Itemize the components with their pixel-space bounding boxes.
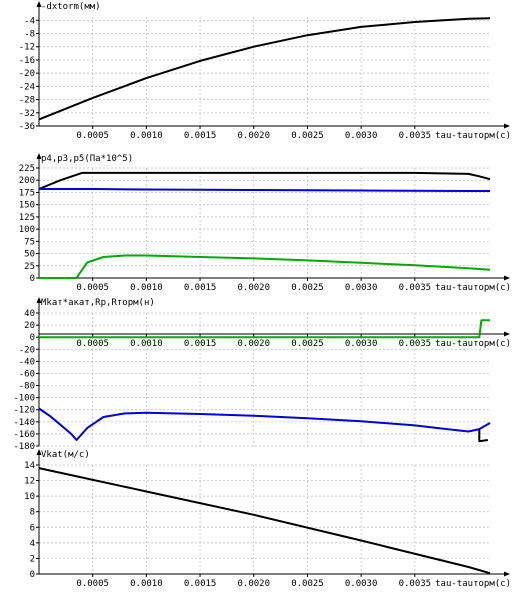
x-tick-label: 0.0015: [184, 131, 217, 141]
y-tick-label: -12: [19, 43, 35, 53]
y-tick-label: 20: [24, 321, 35, 331]
x-tick-label: 0.0010: [130, 131, 163, 141]
y-axis-arrow: [36, 153, 42, 159]
chart-panel-1: -4 -8 -12 -16 -20 -24 -28 -32 -36 0.0005 0.0010 0.0…: [19, 1, 511, 141]
y-tick-label: 0: [30, 274, 35, 284]
x-tick-label: 0.0030: [345, 339, 378, 349]
y-tick-label: -20: [19, 69, 35, 79]
y-tick-label: -24: [19, 82, 35, 92]
y-tick-label: 0: [30, 570, 35, 580]
series-line-2: [38, 407, 491, 441]
x-tick-label: 0.0030: [345, 283, 378, 293]
y-tick-label: 25: [24, 262, 35, 272]
y-axis-arrow: [36, 297, 42, 303]
y-axis-arrow: [36, 449, 42, 455]
x-tick-label: 0.0005: [76, 579, 109, 589]
x-tick-label: 0.0035: [399, 339, 432, 349]
y-tick-label: -60: [19, 369, 35, 379]
chart-title: Vkat(м/с): [41, 450, 90, 460]
x-axis-arrow: [504, 123, 510, 129]
x-axis-label: tau-tauторм(с): [435, 283, 511, 293]
x-tick-label: 0.0035: [399, 283, 432, 293]
y-tick-label: -140: [13, 418, 35, 428]
chart-title: -dxtorm(мм): [41, 2, 101, 12]
x-tick-label: 0.0005: [76, 283, 109, 293]
x-axis-arrow: [504, 571, 510, 577]
x-axis-label: tau-tauторм(с): [435, 339, 511, 349]
y-tick-label: -40: [19, 357, 35, 367]
x-tick-label: 0.0020: [238, 339, 271, 349]
x-tick-label: 0.0015: [184, 283, 217, 293]
x-tick-label: 0.0005: [76, 131, 109, 141]
x-tick-label: 0.0020: [238, 131, 271, 141]
y-tick-label: 14: [24, 461, 35, 471]
x-tick-label: 0.0015: [184, 339, 217, 349]
x-tick-label: 0.0025: [291, 131, 324, 141]
chart-panel-3: 40 20 0 -20 -40 -60 -80 -100 -120 -140 -160 -180 0.0…: [13, 297, 511, 452]
y-tick-label: -4: [24, 16, 35, 26]
y-tick-label: 75: [24, 237, 35, 247]
y-tick-label: 4: [30, 539, 35, 549]
y-tick-label: -120: [13, 406, 35, 416]
chart-panel-4: 14 12 10 8 6 4 2 0 0.0005 0.0010 0.0015 0.0020 0.002…: [24, 449, 511, 589]
y-tick-label: 175: [19, 188, 35, 198]
series-line-1: [38, 467, 491, 575]
x-tick-label: 0.0030: [345, 579, 378, 589]
y-tick-label: 150: [19, 201, 35, 211]
x-tick-label: 0.0005: [76, 339, 109, 349]
series-line-3: [39, 254, 491, 279]
y-tick-label: 6: [30, 523, 35, 533]
y-tick-label: 225: [19, 164, 35, 174]
chart-title: Mkат*aкат,Rp,Rторм(н): [41, 298, 155, 308]
y-tick-label: -16: [19, 56, 35, 66]
x-tick-label: 0.0010: [130, 579, 163, 589]
x-axis-arrow: [504, 331, 510, 337]
y-tick-label: -160: [13, 430, 35, 440]
y-axis-arrow: [36, 1, 42, 7]
series-line-3: [478, 429, 489, 443]
x-tick-label: 0.0020: [238, 283, 271, 293]
y-tick-label: 40: [24, 309, 35, 319]
x-tick-label: 0.0025: [291, 579, 324, 589]
series-line-1: [38, 171, 491, 190]
x-tick-label: 0.0035: [399, 579, 432, 589]
y-tick-label: -8: [24, 30, 35, 40]
chart-title: p4,p3,p5(Па*10^5): [41, 154, 133, 164]
x-tick-label: 0.0025: [291, 283, 324, 293]
chart-panel-2: 225 200 175 150 125 100 75 50 25 0 0.0005 0.0010 0.0…: [19, 153, 511, 293]
x-tick-label: 0.0025: [291, 339, 324, 349]
series-line-1: [38, 17, 491, 121]
x-axis-label: tau-tauторм(с): [435, 131, 511, 141]
y-tick-label: -80: [19, 382, 35, 392]
x-tick-label: 0.0035: [399, 131, 432, 141]
y-tick-label: 200: [19, 176, 35, 186]
x-tick-label: 0.0030: [345, 131, 378, 141]
x-tick-label: 0.0010: [130, 283, 163, 293]
y-tick-label: -180: [13, 442, 35, 452]
y-tick-label: -20: [19, 345, 35, 355]
x-axis-label: tau-tauторм(с): [435, 579, 511, 589]
x-tick-label: 0.0020: [238, 579, 271, 589]
x-tick-label: 0.0010: [130, 339, 163, 349]
y-tick-label: -100: [13, 394, 35, 404]
x-axis-arrow: [504, 275, 510, 281]
y-tick-label: 2: [30, 554, 35, 564]
y-tick-label: -36: [19, 122, 35, 132]
y-tick-label: 10: [24, 492, 35, 502]
y-tick-label: 50: [24, 250, 35, 260]
series-line-2: [39, 188, 490, 192]
y-tick-label: 0: [30, 333, 35, 343]
y-tick-label: -28: [19, 96, 35, 106]
y-tick-label: -32: [19, 109, 35, 119]
series-line-1: [39, 319, 490, 339]
x-tick-label: 0.0015: [184, 579, 217, 589]
y-tick-label: 12: [24, 477, 35, 487]
y-tick-label: 100: [19, 225, 35, 235]
y-tick-label: 8: [30, 508, 35, 518]
y-tick-label: 125: [19, 213, 35, 223]
